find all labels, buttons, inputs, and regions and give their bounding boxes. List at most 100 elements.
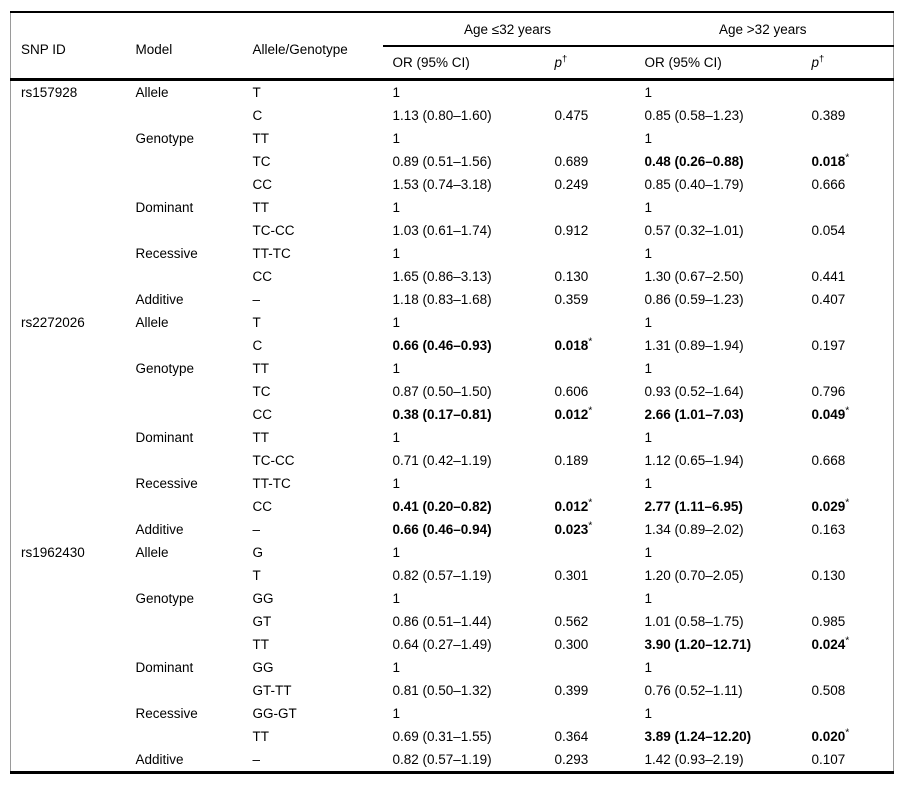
snp-association-table: SNP ID Model Allele/Genotype Age ≤32 yea… [10,11,894,774]
table-row: C 0.66 (0.46–0.93) 0.018* 1.31 (0.89–1.94) 0… [11,334,894,357]
cell-or-age-le32: 0.82 (0.57–1.19) [392,568,492,583]
cell-genotype: GG [252,591,274,606]
table-row: CC 1.65 (0.86–3.13) 0.130 1.30 (0.67–2.50) 0… [11,265,894,288]
group-header-age-le32: Age ≤32 years [382,12,635,47]
cell-or-age-gt32: 1 [644,200,653,215]
cell-model [126,495,243,518]
cell-snp-id [11,472,126,495]
cell-model [126,173,243,196]
cell-or-age-le32: 0.89 (0.51–1.56) [392,154,492,169]
cell-p-age-le32 [545,541,635,564]
cell-or-age-gt32: 0.76 (0.52–1.11) [644,683,743,698]
cell-snp-id [11,518,126,541]
cell-snp-id [11,449,126,472]
dagger-symbol: † [562,53,568,65]
cell-snp-id [11,334,126,357]
cell-or-age-gt32: 1 [644,545,653,560]
cell-or-age-gt32: 0.57 (0.32–1.01) [644,223,744,238]
cell-genotype: TT [252,131,270,146]
cell-snp-id [11,219,126,242]
cell-genotype: CC [252,269,273,284]
cell-p-age-gt32: 0.130 [811,568,846,583]
cell-or-age-gt32: 0.48 (0.26–0.88) [644,154,744,169]
cell-or-age-le32: 1.13 (0.80–1.60) [392,108,492,123]
cell-or-age-gt32: 1.34 (0.89–2.02) [644,522,744,537]
cell-p-age-le32 [545,242,635,265]
cell-p-age-gt32 [802,242,894,265]
cell-or-age-le32: 0.66 (0.46–0.93) [392,338,492,353]
cell-p-age-le32: 0.130 [554,269,589,284]
cell-p-age-gt32 [802,426,894,449]
cell-p-age-gt32: 0.407 [811,292,846,307]
table-row: TT 0.64 (0.27–1.49) 0.300 3.90 (1.20–12.71)… [11,633,894,656]
cell-model: Additive [135,292,184,307]
cell-model: Additive [135,522,184,537]
cell-or-age-gt32: 1.12 (0.65–1.94) [644,453,744,468]
cell-genotype: TT-TC [252,476,291,491]
p-label: p [811,55,820,70]
cell-genotype: CC [252,407,273,422]
cell-model: Recessive [135,246,198,261]
cell-model [126,610,243,633]
cell-or-age-le32: 1 [392,591,401,606]
cell-p-age-gt32 [802,472,894,495]
cell-p-age-gt32: 0.668 [811,453,846,468]
table-row: Genotype TT 1 1 [11,127,894,150]
cell-or-age-gt32: 2.77 (1.11–6.95) [644,499,743,514]
cell-p-age-gt32: 0.197 [811,338,846,353]
cell-genotype: – [252,522,261,537]
table-row: GT 0.86 (0.51–1.44) 0.562 1.01 (0.58–1.75) 0… [11,610,894,633]
cell-or-age-gt32: 0.93 (0.52–1.64) [644,384,744,399]
cell-or-age-le32: 0.64 (0.27–1.49) [392,637,492,652]
cell-or-age-le32: 1 [392,131,401,146]
col-header-allele-genotype: Allele/Genotype [242,12,383,81]
cell-or-age-gt32: 1 [644,85,653,100]
cell-snp-id [11,564,126,587]
cell-model [126,104,243,127]
cell-snp-id [11,288,126,311]
cell-snp-id [11,656,126,679]
cell-or-age-gt32: 0.85 (0.58–1.23) [644,108,744,123]
cell-snp-id [11,587,126,610]
cell-or-age-le32: 1 [392,85,401,100]
cell-p-age-gt32: 0.020* [811,726,850,744]
table-row: rs157928 Allele T 1 1 [11,80,894,105]
cell-or-age-gt32: 1 [644,246,653,261]
cell-p-age-gt32: 0.441 [811,269,846,284]
col-header-p-age-le32: p† [544,46,635,81]
cell-or-age-le32: 0.69 (0.31–1.55) [392,729,492,744]
cell-p-age-gt32: 0.389 [811,108,846,123]
cell-p-age-le32: 0.689 [554,154,589,169]
cell-model [126,380,243,403]
cell-p-age-gt32: 0.107 [811,752,846,767]
table-row: TC-CC 1.03 (0.61–1.74) 0.912 0.57 (0.32–1.0… [11,219,894,242]
cell-model: Genotype [135,361,195,376]
cell-or-age-gt32: 0.86 (0.59–1.23) [644,292,744,307]
cell-p-age-gt32: 0.054 [811,223,846,238]
table-row: TC 0.89 (0.51–1.56) 0.689 0.48 (0.26–0.88) 0… [11,150,894,173]
cell-genotype: CC [252,499,273,514]
table-row: Additive – 1.18 (0.83–1.68) 0.359 0.86 (0.59… [11,288,894,311]
cell-model: Dominant [135,200,194,215]
table-row: GT-TT 0.81 (0.50–1.32) 0.399 0.76 (0.52–1.1… [11,679,894,702]
cell-model: Recessive [135,706,198,721]
col-header-or-age-le32: OR (95% CI) [382,46,545,81]
cell-or-age-le32: 1.03 (0.61–1.74) [392,223,492,238]
cell-model: Recessive [135,476,198,491]
cell-genotype: CC [252,177,273,192]
cell-genotype: GT-TT [252,683,292,698]
cell-snp-id [11,265,126,288]
cell-p-age-le32 [545,196,635,219]
cell-snp-id: rs2272026 [21,315,85,330]
cell-snp-id [11,702,126,725]
header-sub-row: OR (95% CI) p† OR (95% CI) p† [11,46,894,81]
significance-asterisk: * [588,496,593,509]
cell-or-age-le32: 1 [392,200,401,215]
cell-or-age-le32: 0.66 (0.46–0.94) [392,522,492,537]
cell-or-age-le32: 0.82 (0.57–1.19) [392,752,492,767]
cell-model: Genotype [135,131,195,146]
cell-model: Dominant [135,430,194,445]
cell-genotype: C [252,108,263,123]
table-row: Genotype GG 1 1 [11,587,894,610]
cell-p-age-gt32 [802,127,894,150]
